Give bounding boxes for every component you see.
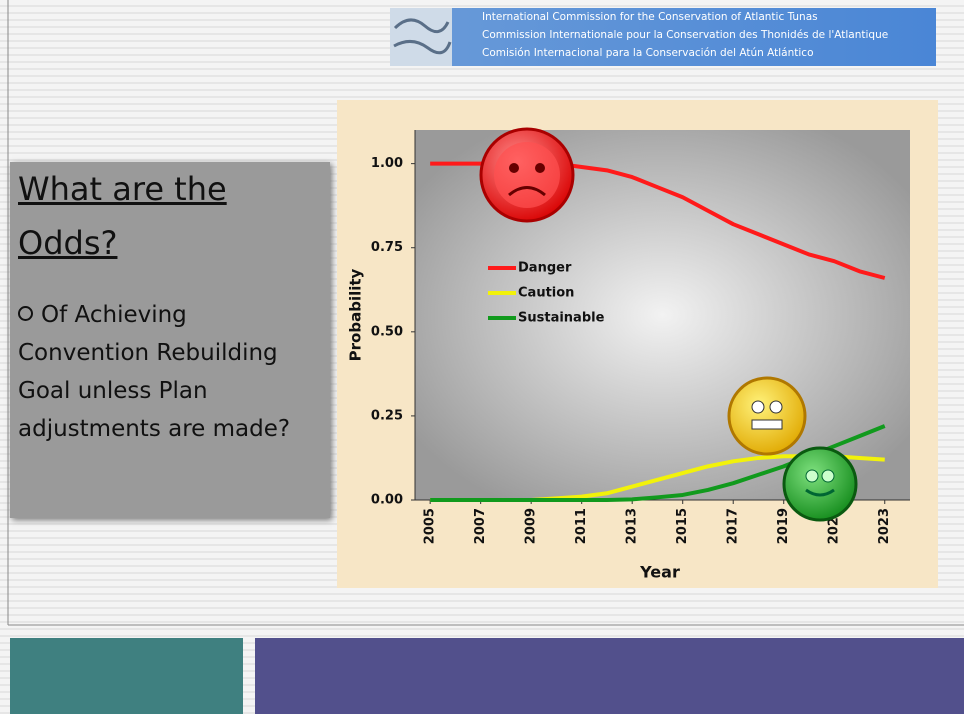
legend-label: Sustainable (518, 311, 605, 326)
footer-block (10, 638, 243, 714)
x-tick-label: 2019 (776, 508, 791, 544)
sidebar-title: What are the Odds? (18, 170, 227, 262)
face-icons (479, 127, 858, 522)
x-tick-label: 2009 (524, 508, 539, 544)
x-tick-label: 2023 (877, 508, 892, 544)
footer-block (255, 638, 964, 714)
header-line: International Commission for the Conserv… (482, 11, 818, 23)
x-tick-label: 2011 (574, 508, 589, 544)
line-series (430, 161, 886, 280)
y-tick-label: 0.50 (371, 324, 403, 339)
x-tick-label: 2017 (726, 508, 741, 544)
x-tick-label: 2015 (675, 508, 690, 544)
chart-panel (337, 100, 938, 588)
header-line: Comisión Internacional para la Conservac… (482, 47, 814, 59)
x-tick-label: 2005 (423, 508, 438, 544)
plot-area (415, 130, 910, 500)
x-tick-label: 2007 (473, 508, 488, 544)
legend-label: Danger (518, 261, 572, 276)
line-series (430, 424, 886, 502)
header-line: Commission Internationale pour la Conser… (482, 29, 889, 41)
bullet-marker (18, 306, 33, 321)
x-tick-label: 2021 (827, 508, 842, 544)
logo (390, 8, 452, 66)
y-axis-title: Probability (347, 268, 365, 361)
x-axis-title: Year (639, 563, 680, 582)
y-tick-label: 0.00 (371, 493, 403, 508)
y-tick-label: 0.25 (371, 408, 403, 423)
line-series (430, 454, 885, 502)
header-banner: International Commission for the Conserv… (390, 8, 936, 66)
x-tick-label: 2013 (625, 508, 640, 544)
legend-label: Caution (518, 286, 574, 301)
y-tick-label: 0.75 (371, 240, 403, 255)
sidebar-bullet: Of Achieving Convention Rebuilding Goal … (18, 296, 318, 448)
sidebar: What are the Odds? Of Achieving Conventi… (10, 162, 330, 518)
y-tick-label: 1.00 (371, 156, 403, 171)
bullet-text: Of Achieving Convention Rebuilding Goal … (18, 302, 291, 442)
